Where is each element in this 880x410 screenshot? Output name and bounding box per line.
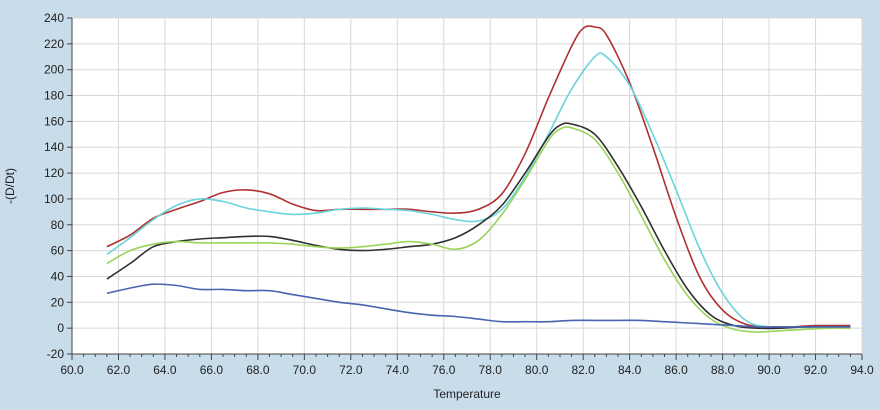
x-tick-label: 66.0 — [200, 363, 224, 377]
y-tick-label: 80 — [51, 218, 65, 232]
x-tick-label: 94.0 — [850, 363, 874, 377]
y-tick-label: 40 — [51, 269, 65, 283]
y-tick-label: 200 — [44, 63, 64, 77]
y-tick-label: 20 — [51, 295, 65, 309]
y-tick-label: -20 — [47, 347, 65, 361]
series-lines — [106, 25, 851, 333]
x-tick-label: 70.0 — [293, 363, 317, 377]
series-line-5 — [106, 283, 851, 328]
y-tick-label: 100 — [44, 192, 64, 206]
x-tick-label: 72.0 — [339, 363, 363, 377]
y-tick-label: 120 — [44, 166, 64, 180]
x-tick-label: 64.0 — [153, 363, 177, 377]
x-tick-label: 84.0 — [618, 363, 642, 377]
y-tick-label: 140 — [44, 140, 64, 154]
x-tick-label: 76.0 — [432, 363, 456, 377]
y-tick-label: 160 — [44, 114, 64, 128]
y-tick-label: 60 — [51, 244, 65, 258]
x-tick-label: 88.0 — [711, 363, 735, 377]
x-tick-label: 86.0 — [664, 363, 688, 377]
x-tick-label: 82.0 — [571, 363, 595, 377]
plot-area — [71, 17, 863, 355]
x-tick-label: 92.0 — [804, 363, 828, 377]
x-tick-label: 80.0 — [525, 363, 549, 377]
series-line-2 — [106, 52, 851, 329]
y-tick-label: 240 — [44, 11, 64, 25]
x-tick-label: 74.0 — [386, 363, 410, 377]
x-tick-label: 62.0 — [107, 363, 131, 377]
y-tick-label: 0 — [57, 321, 64, 335]
x-tick-label: 78.0 — [479, 363, 503, 377]
series-line-3 — [106, 122, 851, 330]
y-tick-label: 220 — [44, 37, 64, 51]
x-tick-label: 90.0 — [757, 363, 781, 377]
series-line-1 — [106, 25, 851, 328]
x-axis-label: Temperature — [433, 387, 501, 401]
axes: 60.0 62.0 64.0 66.0 68.0 70.0 72.0 74.0 76.0 78.0… — [44, 11, 874, 377]
x-tick-label: 60.0 — [60, 363, 84, 377]
x-tick-label: 68.0 — [246, 363, 270, 377]
y-tick-label: 180 — [44, 89, 64, 103]
y-axis-label: -(D/Dt) — [3, 168, 17, 204]
